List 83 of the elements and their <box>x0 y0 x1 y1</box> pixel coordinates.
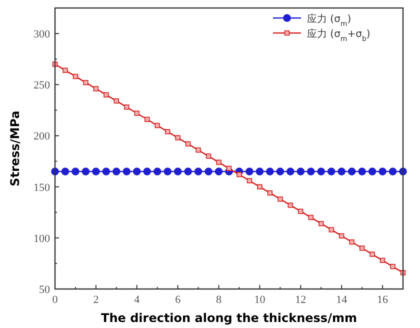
point <box>143 168 152 176</box>
legend-label: 应力 (σ$_{m}$+σ$_{b}$) <box>307 28 370 43</box>
point <box>62 68 68 73</box>
point <box>206 154 212 159</box>
point <box>380 258 386 263</box>
point <box>82 168 90 176</box>
y-axis-title: Stress/MPa <box>8 110 22 186</box>
point <box>196 147 201 153</box>
point <box>132 168 141 176</box>
point <box>390 264 396 270</box>
point <box>154 122 160 128</box>
x-tick-label: 8 <box>216 294 222 306</box>
x-tick-label: 14 <box>336 294 348 306</box>
point <box>388 168 397 176</box>
x-tick-label: 4 <box>134 294 140 306</box>
y-tick-label: 250 <box>34 80 50 92</box>
x-tick-label: 12 <box>295 294 306 306</box>
y-tick-label: 200 <box>34 130 50 143</box>
point <box>286 168 294 176</box>
point <box>104 92 109 98</box>
point <box>134 110 140 116</box>
point <box>256 168 264 176</box>
x-axis-title: The direction along the thickness/mm <box>101 311 357 325</box>
point <box>370 252 375 257</box>
point <box>72 74 78 80</box>
point <box>257 184 262 190</box>
point <box>378 168 386 176</box>
point <box>317 168 326 176</box>
point <box>359 246 365 251</box>
y-tick-label: 50 <box>39 284 50 296</box>
point <box>72 168 80 176</box>
point <box>144 116 150 122</box>
point <box>328 227 334 232</box>
point <box>327 168 336 176</box>
point <box>278 196 283 202</box>
point <box>226 166 232 172</box>
point <box>306 168 315 176</box>
point <box>298 208 304 214</box>
point <box>93 86 99 92</box>
x-tick-label: 10 <box>254 294 266 306</box>
point <box>348 168 356 176</box>
point <box>246 178 252 184</box>
x-tick-label: 6 <box>175 294 182 306</box>
point <box>124 104 130 110</box>
point <box>122 168 131 176</box>
point <box>194 168 202 176</box>
point <box>308 214 314 220</box>
point <box>83 80 88 86</box>
point <box>174 168 182 176</box>
point <box>61 168 70 176</box>
point <box>102 168 110 176</box>
point <box>349 239 354 245</box>
x-tick-label: 0 <box>52 294 58 306</box>
point <box>185 141 191 146</box>
point <box>368 168 376 176</box>
point <box>204 168 212 176</box>
y-tick-label: 100 <box>34 232 50 245</box>
point <box>358 168 366 176</box>
point <box>267 190 273 196</box>
point <box>296 168 305 176</box>
x-tick-label: 16 <box>377 294 389 306</box>
point <box>216 160 222 165</box>
point <box>318 221 324 226</box>
point <box>276 168 284 176</box>
x-tick-label: 2 <box>93 294 99 306</box>
point <box>184 168 192 176</box>
point <box>114 98 120 104</box>
point <box>246 168 254 176</box>
y-tick-label: 300 <box>34 28 50 41</box>
point <box>92 168 100 176</box>
point <box>236 172 242 178</box>
point <box>164 129 170 134</box>
point <box>112 168 120 176</box>
point <box>164 168 172 176</box>
point <box>338 168 346 176</box>
point <box>214 168 223 176</box>
point <box>175 135 180 140</box>
point <box>288 202 294 208</box>
legend-label: 应力 (σ$_{m}$) <box>307 13 352 28</box>
point <box>338 233 344 238</box>
point <box>153 168 162 176</box>
y-tick-label: 150 <box>34 182 50 194</box>
point <box>266 168 274 176</box>
